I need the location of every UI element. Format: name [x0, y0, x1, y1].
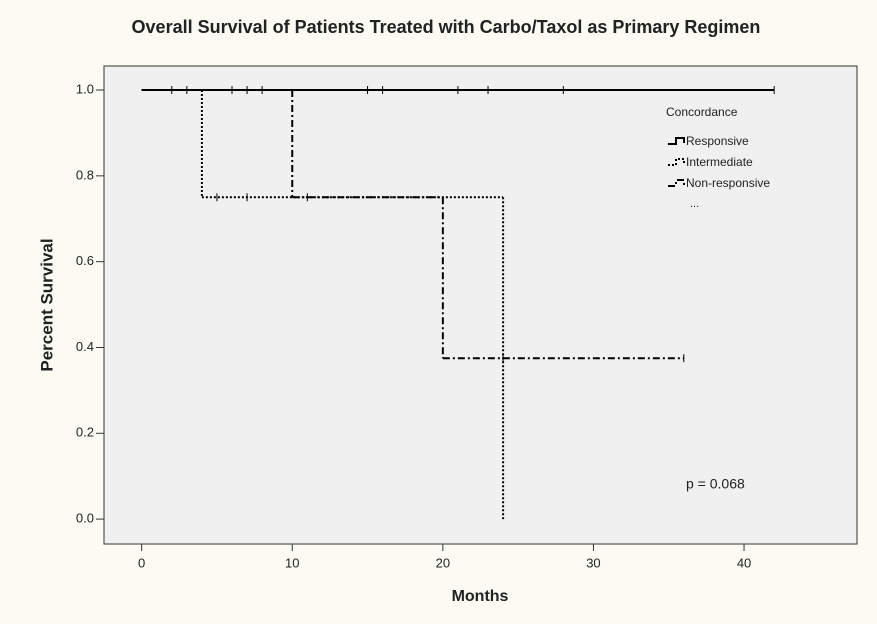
x-tick-label: 40	[737, 555, 751, 570]
y-tick-label: 0.2	[76, 425, 94, 440]
y-tick-label: 1.0	[76, 81, 94, 96]
x-tick-label: 0	[138, 555, 145, 570]
y-tick-label: 0.0	[76, 511, 94, 526]
legend-symbol	[668, 179, 685, 187]
legend-title: Concordance	[666, 105, 738, 119]
x-tick-label: 10	[285, 555, 299, 570]
x-tick-label: 20	[436, 555, 450, 570]
plot-area	[103, 65, 858, 545]
legend-symbol	[668, 137, 685, 145]
legend-symbol	[668, 158, 685, 166]
y-tick-label: 0.4	[76, 339, 94, 354]
legend-more: ...	[690, 198, 699, 210]
legend-label: Responsive	[686, 134, 749, 148]
y-tick-label: 0.8	[76, 167, 94, 182]
annotation: p = 0.068	[686, 476, 745, 492]
y-tick-label: 0.6	[76, 253, 94, 268]
x-axis-label: Months	[452, 588, 509, 605]
chart-title: Overall Survival of Patients Treated wit…	[132, 17, 761, 37]
x-tick-label: 30	[586, 555, 600, 570]
y-axis-label: Percent Survival	[37, 238, 56, 371]
legend-label: Non-responsive	[686, 176, 770, 190]
legend-label: Intermediate	[686, 155, 753, 169]
